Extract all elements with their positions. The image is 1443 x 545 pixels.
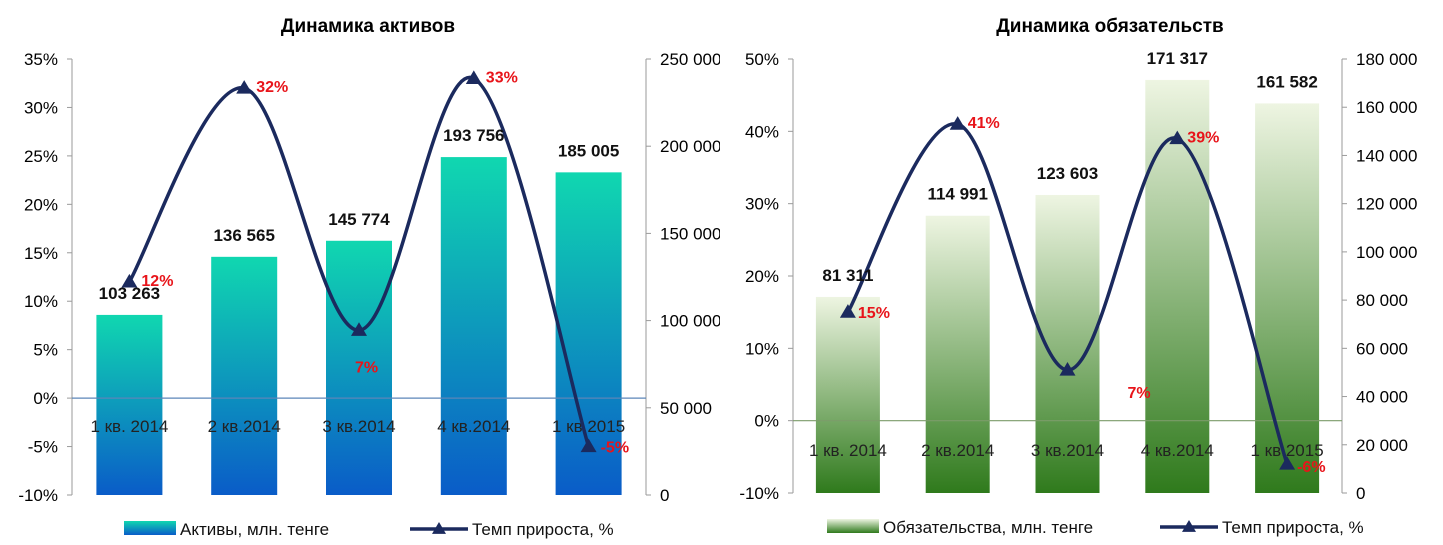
percent-data-label: -5%	[601, 440, 629, 457]
right-tick-label: 0	[660, 486, 669, 505]
right-tick-label: 120 000	[1356, 195, 1417, 214]
percent-data-label: 12%	[141, 273, 173, 290]
bar-data-label: 185 005	[558, 141, 619, 160]
right-tick-label: 250 000	[660, 50, 720, 69]
chart-title: Динамика обязательств	[996, 16, 1223, 37]
category-label: 4 кв.2014	[437, 417, 510, 436]
right-tick-label: 180 000	[1356, 50, 1417, 69]
left-tick-label: 30%	[24, 98, 58, 117]
category-label: 1 кв.2015	[1250, 441, 1323, 460]
left-tick-label: 15%	[24, 244, 58, 263]
right-tick-label: 40 000	[1356, 388, 1408, 407]
right-tick-label: 80 000	[1356, 291, 1408, 310]
bar-data-label: 171 317	[1147, 49, 1208, 68]
bar-data-label: 103 263	[99, 284, 160, 303]
line-point	[580, 438, 597, 453]
bar	[211, 256, 278, 495]
right-tick-label: 50 000	[660, 399, 712, 418]
line-point	[1169, 130, 1186, 145]
bar-data-label: 136 565	[213, 226, 274, 245]
line-point	[351, 322, 367, 336]
category-label: 1 кв. 2014	[90, 417, 168, 436]
line-point	[236, 80, 253, 94]
line-point	[1059, 362, 1076, 376]
percent-data-label: 7%	[1128, 385, 1151, 402]
legend-line-label: Темп прироста, %	[1222, 518, 1364, 537]
percent-data-label: 7%	[355, 359, 378, 376]
right-tick-label: 140 000	[1356, 146, 1417, 165]
left-tick-label: -10%	[739, 484, 779, 503]
left-tick-label: 5%	[33, 341, 58, 360]
legend-bar-label: Обязательства, млн. тенге	[883, 518, 1093, 537]
right-tick-label: 100 000	[1356, 243, 1417, 262]
left-tick-label: -10%	[18, 486, 58, 505]
left-tick-label: 35%	[24, 50, 58, 69]
line-point	[949, 116, 966, 130]
left-tick-label: 0%	[33, 389, 58, 408]
liabilities-chart: Динамика обязательств 50% 40% 30% 20% 10% 0% -1…	[739, 16, 1417, 537]
bar-data-label: 123 603	[1037, 164, 1098, 183]
right-tick-label: 200 000	[660, 137, 720, 156]
line-point	[121, 273, 138, 288]
right-tick-label: 60 000	[1356, 339, 1408, 358]
legend-bar-label: Активы, млн. тенге	[180, 520, 329, 539]
right-tick-label: 150 000	[660, 224, 720, 243]
bar-data-label: 145 774	[328, 210, 390, 229]
left-tick-label: 30%	[745, 195, 779, 214]
left-tick-label: 0%	[754, 412, 779, 431]
right-tick-label: 0	[1356, 484, 1365, 503]
bar-data-label: 193 756	[443, 126, 504, 145]
left-tick-label: -5%	[28, 438, 58, 457]
legend-bar-swatch	[827, 519, 879, 533]
bar-data-label: 161 582	[1256, 72, 1317, 91]
category-label: 1 кв. 2014	[809, 441, 887, 460]
legend-line-marker	[1182, 520, 1196, 532]
bar	[1255, 103, 1320, 494]
bar	[925, 215, 990, 493]
left-tick-label: 25%	[24, 147, 58, 166]
category-label: 1 кв.2015	[552, 417, 625, 436]
right-tick-label: 20 000	[1356, 436, 1408, 455]
category-label: 3 кв.2014	[1031, 441, 1104, 460]
left-tick-label: 50%	[745, 50, 779, 69]
bar	[96, 314, 163, 495]
bar-data-label: 114 991	[927, 185, 988, 204]
percent-data-label: 32%	[256, 79, 288, 96]
bar	[1145, 79, 1210, 494]
left-tick-label: 20%	[745, 267, 779, 286]
right-tick-label: 160 000	[1356, 98, 1417, 117]
assets-chart: Динамика активов 35% 30% 25% 20% 15% 10% 5% 0% -5…	[18, 16, 720, 539]
chart-title: Динамика активов	[281, 16, 455, 37]
category-label: 3 кв.2014	[322, 417, 395, 436]
percent-data-label: 41%	[968, 115, 1000, 132]
left-tick-label: 10%	[24, 292, 58, 311]
percent-data-label: 15%	[858, 305, 890, 322]
right-tick-label: 100 000	[660, 312, 720, 331]
bar	[815, 296, 880, 493]
bar-data-label: 81 311	[822, 266, 873, 285]
growth-line	[846, 122, 1289, 465]
percent-data-label: 33%	[486, 69, 518, 86]
left-tick-label: 10%	[745, 339, 779, 358]
legend-line-marker	[432, 522, 446, 534]
percent-data-label: -6%	[1297, 459, 1325, 476]
left-tick-label: 20%	[24, 195, 58, 214]
category-label: 4 кв.2014	[1141, 441, 1214, 460]
legend-bar-swatch	[124, 521, 176, 535]
line-point	[1279, 456, 1296, 470]
category-label: 2 кв.2014	[921, 441, 994, 460]
bar	[326, 240, 392, 495]
left-tick-label: 40%	[745, 122, 779, 141]
bar	[440, 157, 507, 495]
category-label: 2 кв.2014	[208, 417, 281, 436]
growth-line	[127, 75, 591, 448]
percent-data-label: 39%	[1187, 130, 1219, 147]
line-point	[839, 304, 856, 318]
line-point	[465, 70, 482, 84]
legend-line-label: Темп прироста, %	[472, 520, 614, 539]
